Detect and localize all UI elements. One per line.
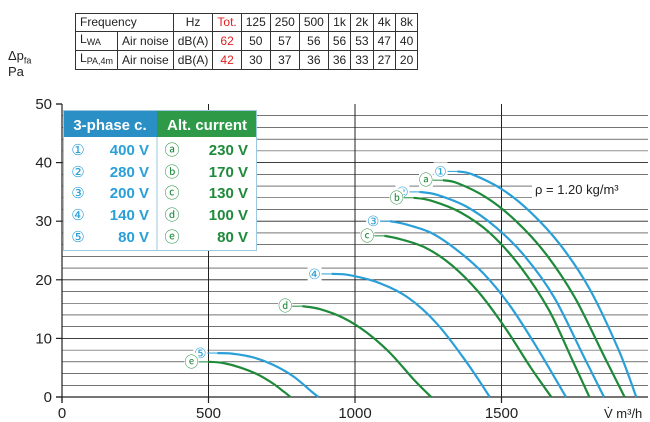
header-250: 250 <box>269 13 300 32</box>
row-source: Air noise <box>117 31 174 51</box>
legend-voltage: 200 V <box>110 185 149 202</box>
legend-header-3phase: 3-phase c. <box>73 117 146 134</box>
fan-curve-③ <box>389 220 567 398</box>
curve-label: ⓓ <box>278 298 292 314</box>
legend-marker: ⓒ <box>164 185 179 202</box>
fan-curve-⑤ <box>217 351 320 398</box>
curve-label: ⓔ <box>185 354 199 370</box>
curve-label: ⓐ <box>419 172 433 188</box>
header-500: 500 <box>298 13 329 32</box>
row-symbol: LPA,4m <box>74 50 119 70</box>
noise-table: Frequency Hz Tot. 125 250 500 1k 2k 4k 8… <box>74 13 419 70</box>
x-tick-label: 1000 <box>338 405 371 422</box>
fan-curve-④ <box>331 272 491 398</box>
legend-voltage: 80 V <box>217 229 248 246</box>
legend-marker: ③ <box>71 185 84 202</box>
fan-curve-ⓐ <box>442 179 626 398</box>
legend-marker: ⑤ <box>71 229 84 246</box>
legend-marker: ④ <box>71 207 84 224</box>
density-note: ρ = 1.20 kg/m³ <box>535 182 619 197</box>
noise-table-header-row: Frequency Hz Tot. 125 250 500 1k 2k 4k 8… <box>75 13 419 32</box>
y-tick-label: 10 <box>35 330 52 347</box>
y-tick-label: 20 <box>35 272 52 289</box>
legend-voltage: 140 V <box>110 207 149 224</box>
legend-voltage: 170 V <box>209 164 248 181</box>
curve-label: ⓒ <box>360 228 374 244</box>
curve-label: ① <box>434 163 447 179</box>
fan-curve-ⓓ <box>302 305 432 398</box>
row-value: 57 <box>269 31 300 51</box>
row-source: Air noise <box>117 50 174 70</box>
row-value: 30 <box>240 50 271 70</box>
legend-marker: ① <box>71 142 84 159</box>
row-unit: dB(A) <box>172 50 214 70</box>
y-tick-label: 50 <box>35 96 52 113</box>
legend-header-alt-bg <box>157 111 256 137</box>
x-tick-label: 1500 <box>485 405 518 422</box>
legend-voltage: 400 V <box>110 142 149 159</box>
legend-header-3phase-bg <box>64 111 157 137</box>
curve-label: ⓑ <box>390 190 404 206</box>
fan-curve-① <box>457 170 638 398</box>
legend-voltage: 130 V <box>209 185 248 202</box>
curve-label-bg <box>366 212 381 229</box>
legend-voltage: 280 V <box>110 164 149 181</box>
fan-curve-ⓑ <box>413 196 591 398</box>
curve-label-bg <box>184 352 199 369</box>
fan-curve-② <box>419 190 605 398</box>
y-axis-unit: Pa <box>8 64 24 79</box>
y-axis-label: Δpfa <box>8 48 32 66</box>
legend-header-alt: Alt. current <box>167 117 247 134</box>
legend-marker: ⓐ <box>164 142 179 159</box>
curve-label-bg <box>389 188 404 205</box>
x-axis-label: V̇ m³/h <box>604 406 642 421</box>
legend-marker: ② <box>71 164 84 181</box>
y-tick-label: 30 <box>35 213 52 230</box>
header-8k: 8k <box>394 13 419 32</box>
legend-voltage: 230 V <box>209 142 248 159</box>
curve-label-bg <box>418 171 433 188</box>
legend-voltage: 100 V <box>209 207 248 224</box>
curve-label-bg <box>278 297 293 314</box>
curves: ①②③④⑤ⓐⓑⓒⓓⓔ <box>184 162 638 398</box>
legend-voltage: 80 V <box>118 229 149 246</box>
annotations: ρ = 1.20 kg/m³ <box>532 179 650 199</box>
row-value: 36 <box>298 50 329 70</box>
x-tick-label: 0 <box>58 405 66 422</box>
legend-marker: ⓓ <box>164 207 179 224</box>
row-value: 37 <box>269 50 300 70</box>
legend-border <box>63 110 257 251</box>
row-value: 40 <box>394 31 419 51</box>
row-value: 50 <box>240 31 271 51</box>
curve-label: ③ <box>367 213 380 229</box>
table-row-lpa: LPA,4m Air noise dB(A) 42 30 37 36 36 33… <box>74 50 419 70</box>
legend-marker: ⓔ <box>164 229 179 246</box>
fan-curve-ⓒ <box>384 234 553 398</box>
curve-label: ④ <box>308 266 321 282</box>
row-value: 20 <box>394 50 419 70</box>
curve-label-bg <box>433 162 448 179</box>
row-unit: dB(A) <box>172 31 214 51</box>
y-tick-label: 0 <box>44 389 52 406</box>
density-note-bg <box>532 179 650 199</box>
row-total: 42 <box>212 50 242 70</box>
legend: 3-phase c. Alt. current ① 400 V ② 280 V ③ 200 V… <box>63 110 257 251</box>
legend-marker: ⓑ <box>164 164 179 181</box>
fan-curve-ⓔ <box>208 360 292 398</box>
y-tick-label: 40 <box>35 155 52 172</box>
x-tick-label: 500 <box>196 405 221 422</box>
curve-label-bg <box>360 226 375 243</box>
curve-label-bg <box>307 264 322 281</box>
